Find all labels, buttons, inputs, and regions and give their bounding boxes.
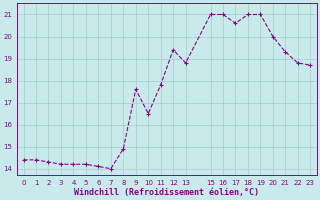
X-axis label: Windchill (Refroidissement éolien,°C): Windchill (Refroidissement éolien,°C) — [75, 188, 260, 197]
